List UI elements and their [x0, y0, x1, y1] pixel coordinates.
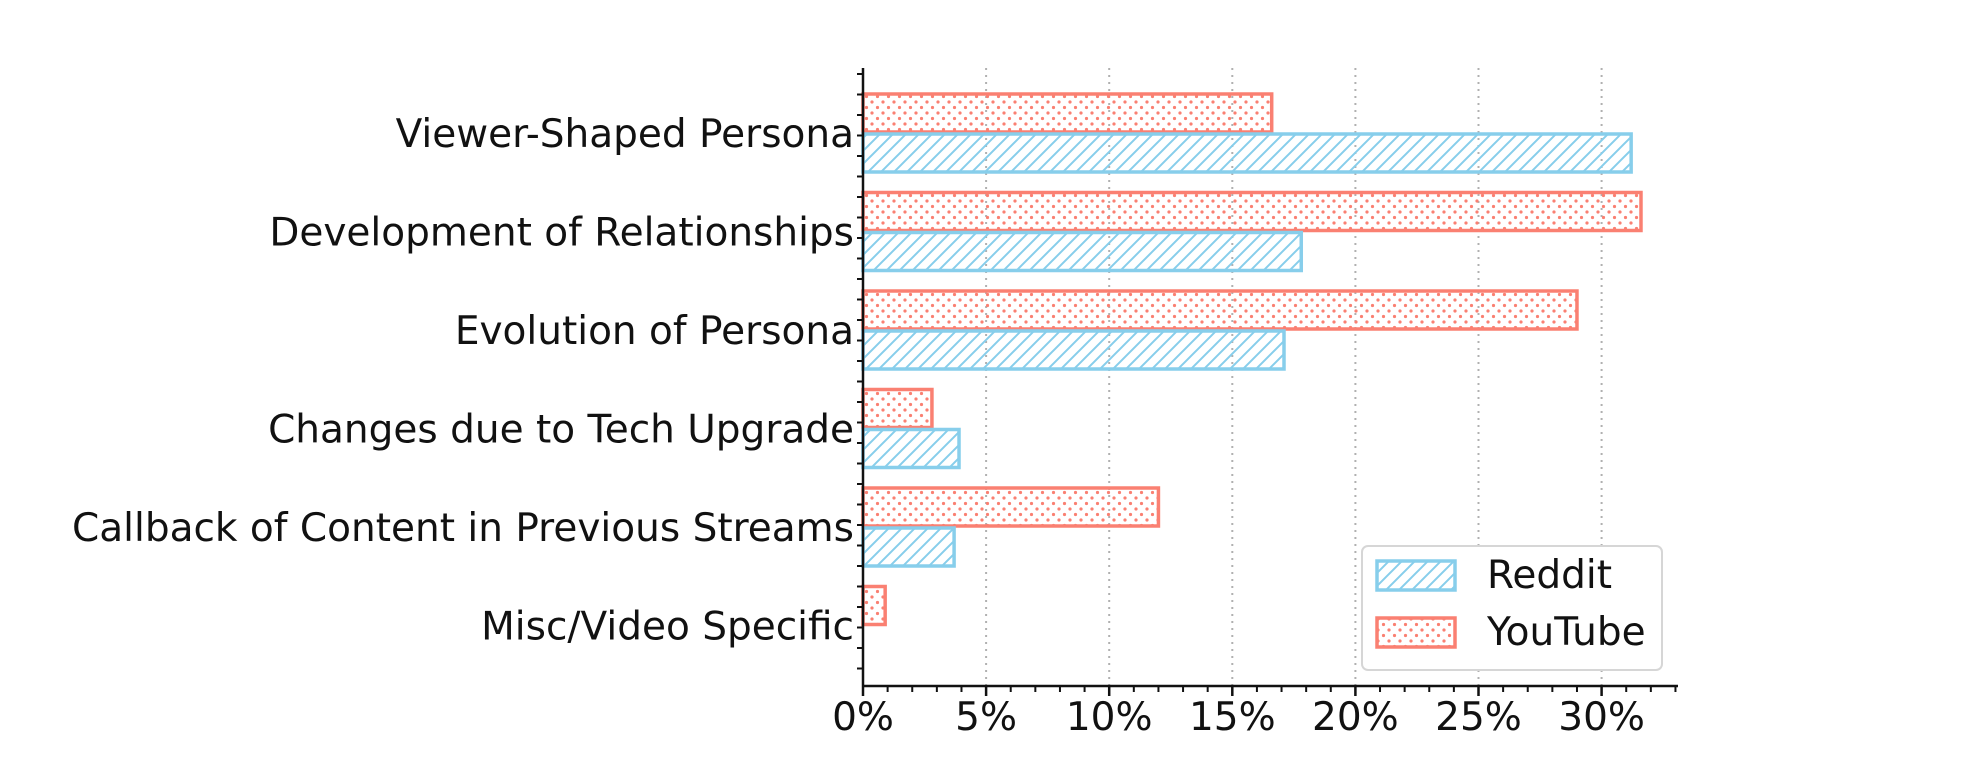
bar-youtube: [861, 387, 934, 430]
legend: Reddit YouTube: [1361, 545, 1663, 671]
bar-reddit: [861, 230, 1303, 273]
x-tick-label: 5%: [955, 695, 1017, 740]
x-tick-label: 25%: [1435, 695, 1522, 740]
bar-youtube: [861, 584, 887, 627]
bar-youtube: [861, 92, 1274, 134]
axes: [857, 68, 1678, 696]
x-tick-label: 30%: [1558, 695, 1645, 740]
bars: [861, 92, 1643, 627]
category-label: Callback of Content in Previous Streams: [72, 506, 854, 551]
legend-label-reddit: Reddit: [1487, 553, 1612, 598]
category-label: Misc/Video Specific: [481, 605, 854, 650]
x-tick-label: 15%: [1189, 695, 1276, 740]
x-tick-label: 10%: [1066, 695, 1153, 740]
category-label: Viewer-Shaped Persona: [396, 112, 854, 157]
bar-reddit: [861, 132, 1633, 174]
bar-reddit: [861, 427, 961, 470]
grid-lines: [985, 68, 1603, 686]
category-label: Evolution of Persona: [455, 309, 854, 354]
bar-reddit: [861, 526, 956, 568]
category-label: Changes due to Tech Upgrade: [268, 408, 854, 453]
bar-youtube: [861, 190, 1643, 233]
legend-label-youtube: YouTube: [1486, 610, 1646, 655]
x-tick-label: 20%: [1312, 695, 1399, 740]
legend-swatch-reddit: [1375, 559, 1457, 592]
category-label: Development of Relationships: [269, 211, 854, 256]
axis-labels: Viewer-Shaped Persona Development of Rela…: [72, 112, 1645, 740]
bar-youtube: [861, 289, 1579, 331]
legend-swatch-youtube: [1375, 616, 1457, 649]
bar-reddit: [861, 329, 1286, 371]
bar-youtube: [861, 486, 1161, 528]
x-tick-label: 0%: [832, 695, 894, 740]
